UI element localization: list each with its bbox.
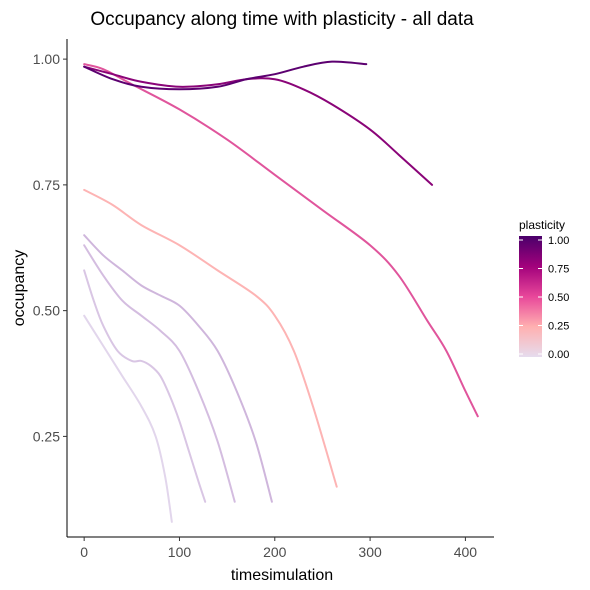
series-line-7 — [83, 60, 368, 91]
series-line-3 — [83, 234, 273, 503]
y-axis-ticks: 0.25 0.50 0.75 1.00 — [33, 51, 67, 444]
x-tick-label: 400 — [454, 544, 478, 560]
legend-label: 0.75 — [548, 264, 569, 276]
legend-label: 0.00 — [548, 349, 569, 361]
x-tick-label: 0 — [80, 544, 88, 560]
x-tick-label: 300 — [358, 544, 382, 560]
series-line-2 — [83, 244, 236, 503]
legend-label: 1.00 — [548, 235, 569, 247]
y-tick-label: 0.75 — [33, 177, 60, 193]
x-tick-label: 100 — [168, 544, 192, 560]
series-line-0 — [83, 314, 173, 523]
y-tick-label: 0.25 — [33, 428, 60, 444]
y-tick-label: 1.00 — [33, 51, 60, 67]
legend-colorbar — [519, 236, 542, 357]
legend-label: 0.50 — [548, 292, 569, 304]
legend-label: 0.25 — [548, 321, 569, 333]
x-axis-ticks: 0 100 200 300 400 — [80, 537, 477, 560]
x-tick-label: 200 — [263, 544, 287, 560]
x-axis-title: timesimulation — [231, 567, 333, 584]
series-line-5 — [83, 63, 479, 418]
legend: plasticity 1.00 0.75 0.50 0.25 0.00 — [519, 218, 569, 361]
y-tick-label: 0.50 — [33, 303, 60, 319]
legend-ticks: 1.00 0.75 0.50 0.25 0.00 — [519, 235, 569, 361]
y-axis-title: occupancy — [11, 250, 28, 327]
series-line-6 — [83, 65, 434, 186]
series-layer — [83, 60, 479, 523]
series-line-1 — [83, 269, 207, 503]
chart-title: Occupancy along time with plasticity - a… — [90, 9, 474, 30]
series-line-4 — [83, 188, 338, 488]
legend-title: plasticity — [519, 218, 565, 232]
